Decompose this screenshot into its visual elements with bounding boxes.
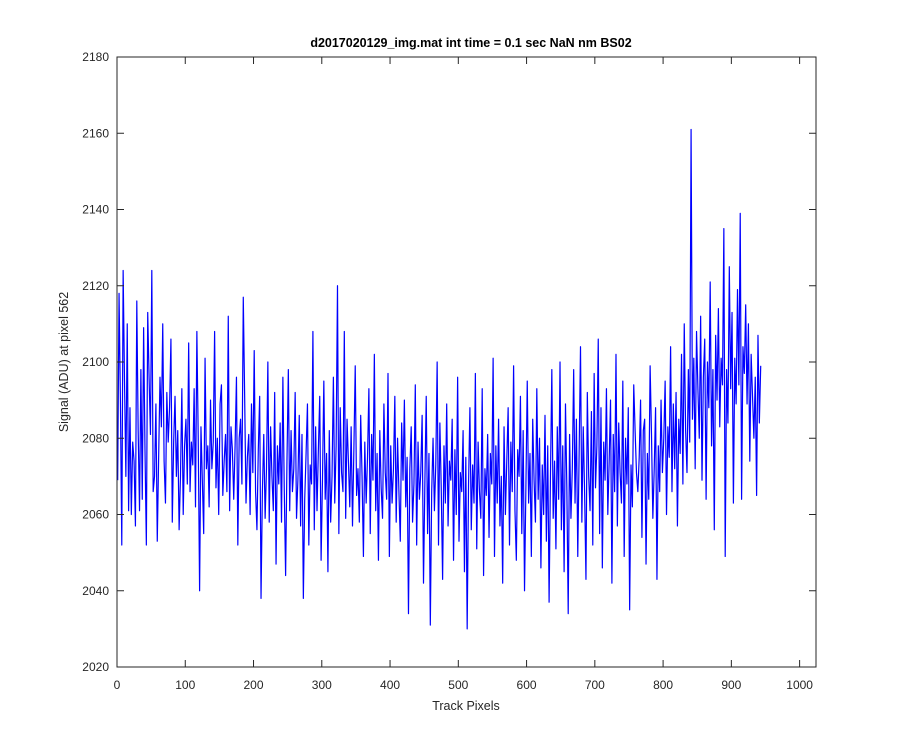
y-tick-label: 2120 [82,279,109,293]
y-tick-label: 2180 [82,50,109,64]
x-tick-label: 400 [380,678,400,692]
x-tick-label: 300 [312,678,332,692]
series-layer [117,128,762,630]
y-tick-label: 2100 [82,355,109,369]
x-tick-label: 900 [721,678,741,692]
x-tick-label: 600 [517,678,537,692]
y-axis: 2020 2040 2060 2080 2100 2120 2140 2160 2180 [82,50,816,674]
x-tick-label: 0 [114,678,121,692]
chart-title: d2017020129_img.mat int time = 0.1 sec N… [310,36,631,50]
y-tick-label: 2020 [82,660,109,674]
x-tick-label: 800 [653,678,673,692]
x-tick-label: 500 [448,678,468,692]
x-tick-label: 1000 [786,678,813,692]
y-tick-label: 2040 [82,584,109,598]
y-tick-label: 2060 [82,508,109,522]
x-tick-label: 700 [585,678,605,692]
x-tick-label: 100 [175,678,195,692]
y-tick-label: 2080 [82,431,109,445]
y-axis-label: Signal (ADU) at pixel 562 [57,292,71,432]
series-line-0 [117,128,762,630]
y-tick-label: 2140 [82,203,109,217]
y-tick-label: 2160 [82,126,109,140]
x-axis-label: Track Pixels [432,699,500,713]
x-axis: 0 100 200 300 400 500 600 700 800 900 1000 [114,57,813,692]
x-tick-label: 200 [244,678,264,692]
